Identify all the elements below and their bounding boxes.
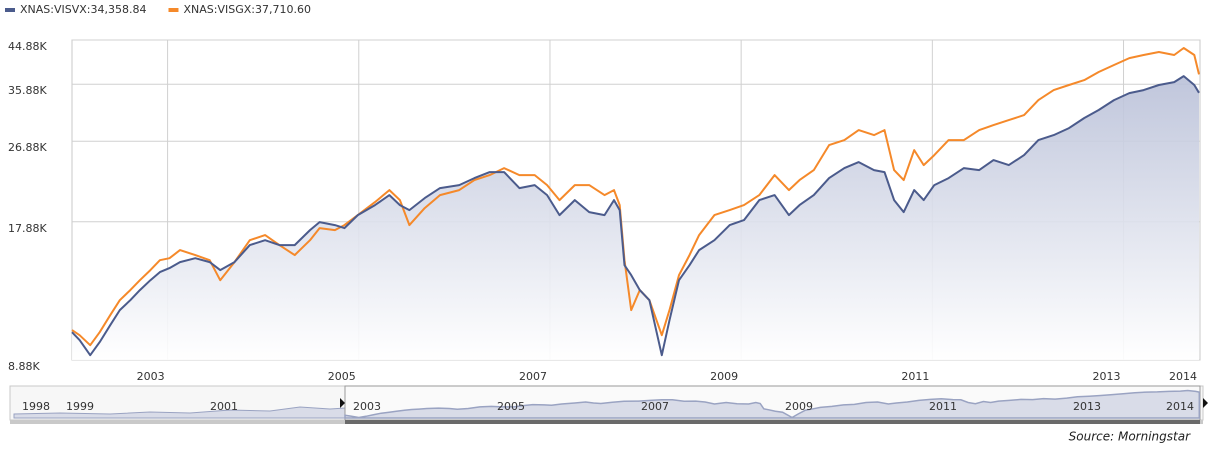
x-tick-label: 2003 — [137, 370, 165, 383]
scrollbar-thumb[interactable] — [345, 420, 1200, 424]
navigator-label: 2013 — [1073, 400, 1101, 413]
navigator-label: 2011 — [929, 400, 957, 413]
navigator-series — [344, 389, 1201, 419]
source-note: Source: Morningstar — [1069, 430, 1191, 444]
y-tick-label: 17.88K — [8, 222, 47, 235]
navigator-label: 2009 — [785, 400, 813, 413]
navigator-label: 1999 — [66, 400, 94, 413]
x-tick-label: 2007 — [519, 370, 547, 383]
navigator-handle-left[interactable] — [340, 398, 345, 408]
navigator-label: 2001 — [210, 400, 238, 413]
navigator-label: 2007 — [641, 400, 669, 413]
x-tick-label: 2014 — [1169, 370, 1197, 383]
x-tick-label: 2011 — [901, 370, 929, 383]
legend-label: XNAS:VISGX:37,710.60 — [183, 3, 310, 16]
series-line — [71, 47, 1200, 347]
y-tick-label: 44.88K — [8, 40, 47, 53]
navigator: 1998 1999 2001 2003 2005 2007 2009 2011 2013 2014 — [22, 389, 1201, 419]
series-area — [72, 76, 1200, 360]
navigator-label: 2003 — [353, 400, 381, 413]
legend-label: XNAS:VISVX:34,358.84 — [20, 3, 146, 16]
y-tick-label: 26.88K — [8, 141, 47, 154]
navigator-label: 2014 — [1166, 400, 1194, 413]
x-tick-label: 2013 — [1093, 370, 1121, 383]
navigator-label: 1998 — [22, 400, 50, 413]
x-tick-label: 2005 — [328, 370, 356, 383]
series-line — [71, 75, 1200, 357]
plot-area — [71, 39, 1200, 361]
x-tick-label: 2009 — [710, 370, 738, 383]
y-tick-label: 35.88K — [8, 84, 47, 97]
navigator-handle-right[interactable] — [1203, 398, 1208, 408]
y-tick-label: 8.88K — [8, 360, 40, 373]
navigator-label: 2005 — [497, 400, 525, 413]
